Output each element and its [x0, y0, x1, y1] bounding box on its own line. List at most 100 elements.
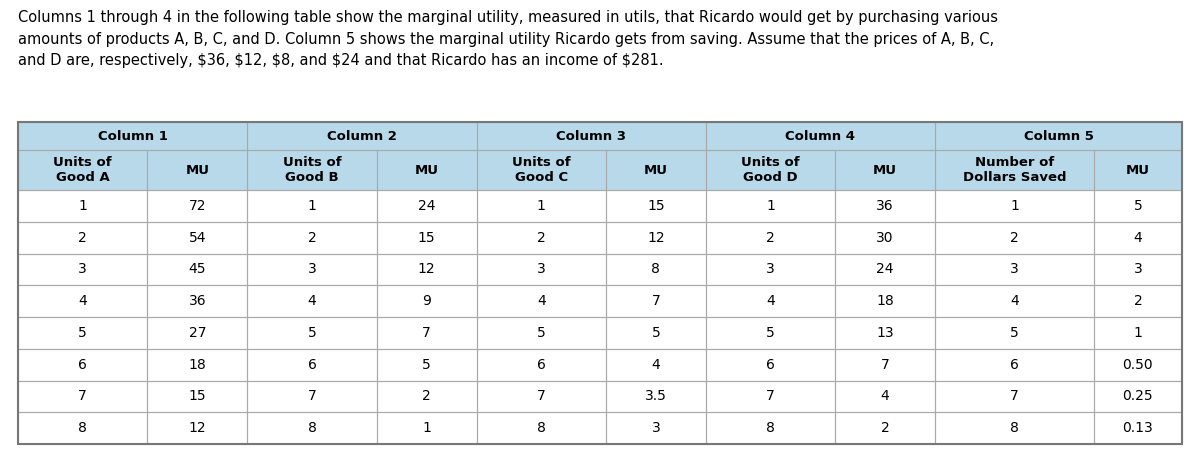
Bar	[706, 122, 935, 150]
Bar	[1094, 190, 1182, 222]
Text: 27: 27	[188, 326, 206, 340]
Bar	[476, 190, 606, 222]
Text: 3: 3	[652, 421, 660, 435]
Bar	[606, 150, 706, 190]
Bar	[606, 190, 706, 222]
Bar	[18, 150, 148, 190]
Bar	[247, 349, 377, 380]
Bar	[935, 349, 1094, 380]
Text: 36: 36	[876, 199, 894, 213]
Text: 5: 5	[1134, 199, 1142, 213]
Text: 2: 2	[536, 231, 546, 245]
Bar	[247, 380, 377, 412]
Bar	[18, 349, 148, 380]
Bar	[606, 150, 706, 190]
Bar	[18, 222, 148, 254]
Text: Column 2: Column 2	[326, 129, 397, 142]
Text: MU: MU	[644, 163, 668, 176]
Text: 24: 24	[418, 199, 436, 213]
Bar	[18, 285, 148, 317]
Text: 8: 8	[766, 421, 775, 435]
Text: 1: 1	[536, 199, 546, 213]
Text: 30: 30	[876, 231, 894, 245]
Bar	[148, 222, 247, 254]
Bar	[606, 254, 706, 285]
Bar	[148, 349, 247, 380]
Bar	[835, 380, 935, 412]
Bar	[18, 412, 148, 444]
Bar	[706, 412, 835, 444]
Bar	[706, 380, 835, 412]
Text: 5: 5	[422, 357, 431, 372]
Bar	[377, 190, 476, 222]
Bar	[476, 412, 606, 444]
Bar	[835, 285, 935, 317]
Bar	[706, 254, 835, 285]
Text: 7: 7	[536, 389, 546, 403]
Bar	[706, 317, 835, 349]
Bar	[706, 122, 935, 150]
Text: 1: 1	[766, 199, 775, 213]
Text: Column 4: Column 4	[786, 129, 856, 142]
Bar	[476, 254, 606, 285]
Bar	[1094, 150, 1182, 190]
Bar	[1094, 412, 1182, 444]
Bar	[476, 150, 606, 190]
Text: 9: 9	[422, 294, 431, 308]
Text: 8: 8	[536, 421, 546, 435]
Bar	[606, 412, 706, 444]
Text: 4: 4	[1134, 231, 1142, 245]
Bar	[1094, 317, 1182, 349]
Bar	[247, 122, 476, 150]
Bar	[606, 222, 706, 254]
Bar	[377, 317, 476, 349]
Bar	[377, 412, 476, 444]
Bar	[247, 412, 377, 444]
Text: 5: 5	[1010, 326, 1019, 340]
Text: 1: 1	[1134, 326, 1142, 340]
Text: 5: 5	[766, 326, 775, 340]
Bar	[148, 254, 247, 285]
Text: 6: 6	[1010, 357, 1019, 372]
Bar	[18, 412, 148, 444]
Bar	[935, 349, 1094, 380]
Bar	[148, 150, 247, 190]
Bar	[1094, 349, 1182, 380]
Bar	[935, 254, 1094, 285]
Bar	[935, 190, 1094, 222]
Bar	[18, 122, 1182, 444]
Text: 4: 4	[1010, 294, 1019, 308]
Bar	[476, 349, 606, 380]
Text: MU: MU	[874, 163, 898, 176]
Text: 45: 45	[188, 262, 206, 277]
Text: 3: 3	[307, 262, 317, 277]
Bar	[148, 349, 247, 380]
Bar	[247, 150, 377, 190]
Bar	[377, 380, 476, 412]
Bar	[148, 285, 247, 317]
Bar	[377, 349, 476, 380]
Bar	[476, 317, 606, 349]
Bar	[935, 285, 1094, 317]
Text: MU: MU	[1126, 163, 1150, 176]
Bar	[1094, 285, 1182, 317]
Bar	[706, 222, 835, 254]
Bar	[935, 122, 1182, 150]
Text: MU: MU	[414, 163, 438, 176]
Text: 3: 3	[766, 262, 775, 277]
Bar	[18, 222, 148, 254]
Bar	[18, 190, 148, 222]
Text: 6: 6	[536, 357, 546, 372]
Bar	[148, 317, 247, 349]
Bar	[835, 317, 935, 349]
Text: 3: 3	[1134, 262, 1142, 277]
Bar	[18, 254, 148, 285]
Bar	[606, 317, 706, 349]
Text: 18: 18	[188, 357, 206, 372]
Text: 2: 2	[881, 421, 889, 435]
Text: 4: 4	[78, 294, 88, 308]
Text: 36: 36	[188, 294, 206, 308]
Text: Number of
Dollars Saved: Number of Dollars Saved	[962, 156, 1067, 184]
Bar	[476, 222, 606, 254]
Text: 2: 2	[422, 389, 431, 403]
